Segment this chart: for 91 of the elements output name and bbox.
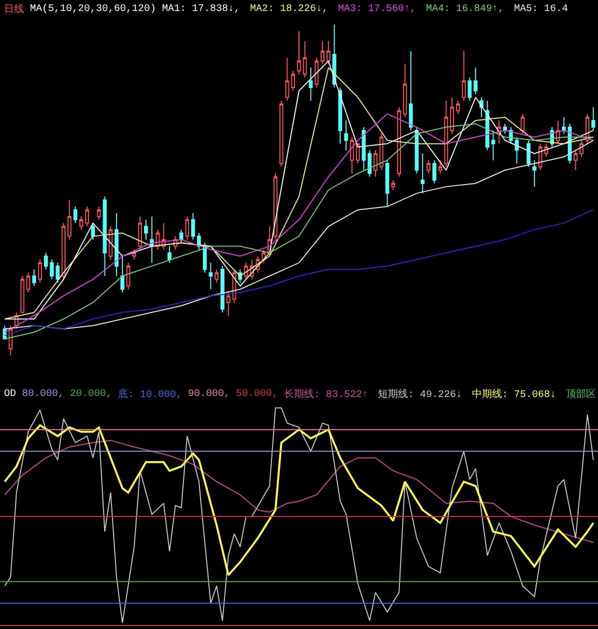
ref-line-label: 80.000,: [22, 389, 64, 400]
text: MA4: 16.849↑,: [426, 4, 504, 15]
candlestick: [368, 150, 372, 178]
chart-title: 日线: [4, 3, 24, 16]
candlestick: [138, 216, 142, 250]
candlestick: [326, 40, 330, 65]
candlestick: [220, 266, 224, 313]
candlestick: [344, 120, 348, 151]
candlestick: [85, 206, 90, 227]
candlestick: [444, 100, 448, 168]
text: 长期线: 83.522↑: [284, 388, 368, 401]
candlestick: [191, 212, 195, 240]
candlestick: [226, 292, 230, 316]
candlestick: [462, 50, 466, 102]
candlestick: [274, 172, 278, 240]
candlestick: [408, 50, 413, 131]
candlestick: [526, 140, 530, 168]
candlestick: [580, 140, 584, 158]
candlestick: [50, 258, 54, 280]
candlestick: [420, 153, 425, 194]
candlestick: [150, 216, 154, 264]
candlestick: [32, 268, 36, 286]
candlestick: [114, 212, 118, 276]
candlestick: [38, 258, 42, 284]
candlestick: [391, 180, 396, 190]
candlestick: [214, 268, 219, 284]
candlestick: [26, 272, 30, 294]
candlestick: [520, 113, 525, 134]
candlestick: [591, 106, 596, 131]
text: MA1: 17.838↓,: [162, 4, 240, 15]
candlestick: [208, 262, 213, 290]
candlestick: [302, 40, 307, 78]
candlestick: [291, 70, 296, 92]
candlestick: [332, 24, 336, 88]
candlestick: [538, 143, 542, 171]
candlestick: [356, 143, 360, 164]
candlestick: [73, 206, 78, 224]
candlestick: [285, 57, 290, 102]
candlestick: [468, 77, 472, 102]
candlestick: [56, 262, 60, 284]
candlestick: [456, 100, 460, 114]
text: MA3: 17.560↑,: [338, 4, 416, 15]
ref-line-label: 底: 10.000,: [118, 388, 182, 401]
candlestick: [91, 222, 95, 240]
candlestick: [144, 219, 148, 240]
candlestick: [168, 246, 172, 264]
candlestick: [185, 216, 190, 240]
candlestick: [374, 150, 378, 178]
candlestick: [562, 116, 566, 134]
candlestick: [438, 160, 442, 174]
candlestick: [350, 136, 354, 174]
candlestick: [503, 123, 507, 134]
candlestick: [68, 199, 72, 240]
candlestick: [244, 262, 248, 280]
candlestick: [491, 130, 496, 161]
candlestick: [126, 262, 130, 290]
text: 短期线: 49.226↓: [378, 388, 462, 401]
ref-line-label: 50.000,: [236, 389, 278, 400]
candlestick: [202, 242, 207, 274]
candlestick: [62, 222, 66, 280]
text: OD: [4, 389, 16, 400]
text: MA5: 16.4: [514, 4, 568, 15]
candlestick: [532, 160, 536, 188]
candlestick: [108, 226, 113, 260]
candlestick: [379, 133, 384, 171]
candlestick: [314, 57, 319, 88]
candlestick: [514, 136, 519, 164]
candlestick: [426, 160, 430, 174]
candlestick: [385, 160, 390, 208]
text: 中期线: 75.068↓: [472, 388, 556, 401]
candlestick: [44, 252, 48, 270]
candlestick: [279, 100, 284, 168]
candlestick: [79, 216, 84, 230]
candlestick: [450, 96, 454, 134]
candlestick: [297, 30, 301, 75]
candlestick: [432, 160, 436, 184]
candlestick: [474, 67, 478, 95]
candlestick: [574, 150, 578, 171]
candlestick: [120, 256, 124, 294]
candlestick: [20, 276, 24, 313]
candlestick: [308, 67, 313, 102]
text: MA2: 18.226↓,: [250, 4, 328, 15]
ref-line-label: 90.000,: [188, 389, 230, 400]
text: MA(5,10,20,30,60,120): [30, 3, 156, 15]
candlestick: [397, 106, 401, 178]
candlestick: [320, 40, 324, 65]
ref-line-label: 20.000,: [70, 389, 112, 400]
candlestick: [96, 206, 101, 220]
candlestick: [102, 196, 107, 276]
text: 顶部区: [566, 388, 596, 401]
candlestick: [403, 64, 407, 118]
